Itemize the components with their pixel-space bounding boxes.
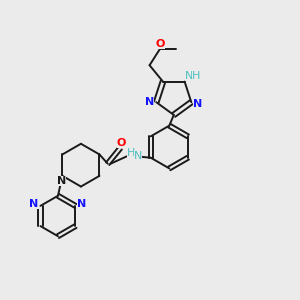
- Text: H: H: [192, 71, 200, 81]
- Text: N: N: [29, 200, 38, 209]
- Text: N: N: [134, 151, 142, 161]
- Text: N: N: [77, 200, 87, 209]
- Text: N: N: [57, 176, 66, 186]
- Text: N: N: [193, 99, 203, 109]
- Text: N: N: [145, 97, 154, 107]
- Text: H: H: [127, 148, 136, 158]
- Text: N: N: [185, 71, 193, 81]
- Text: O: O: [156, 38, 165, 49]
- Text: O: O: [117, 138, 126, 148]
